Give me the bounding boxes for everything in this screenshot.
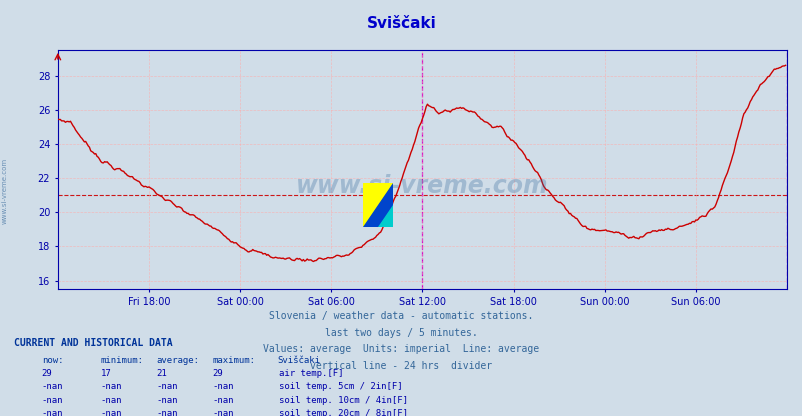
Text: Values: average  Units: imperial  Line: average: Values: average Units: imperial Line: av… [263,344,539,354]
Text: -nan: -nan [156,409,178,416]
Text: Slovenia / weather data - automatic stations.: Slovenia / weather data - automatic stat… [269,311,533,321]
Text: 21: 21 [156,369,167,378]
Text: -nan: -nan [42,396,63,405]
Text: 29: 29 [213,369,223,378]
Polygon shape [378,205,393,227]
Text: maximum:: maximum: [213,356,256,365]
Text: -nan: -nan [100,396,122,405]
Text: soil temp. 10cm / 4in[F]: soil temp. 10cm / 4in[F] [279,396,408,405]
Text: -nan: -nan [213,382,234,391]
Text: Sviščaki: Sviščaki [367,16,435,31]
Text: -nan: -nan [213,396,234,405]
Text: -nan: -nan [156,396,178,405]
Text: -nan: -nan [156,382,178,391]
Polygon shape [363,183,393,227]
Text: www.si-vreme.com: www.si-vreme.com [296,174,548,198]
Text: last two days / 5 minutes.: last two days / 5 minutes. [325,328,477,338]
Text: -nan: -nan [42,382,63,391]
Text: -nan: -nan [42,409,63,416]
Text: Sviščaki: Sviščaki [277,356,320,365]
Text: soil temp. 5cm / 2in[F]: soil temp. 5cm / 2in[F] [279,382,403,391]
Text: minimum:: minimum: [100,356,144,365]
Text: www.si-vreme.com: www.si-vreme.com [2,158,8,224]
Text: CURRENT AND HISTORICAL DATA: CURRENT AND HISTORICAL DATA [14,338,173,348]
Polygon shape [363,183,393,227]
Text: 29: 29 [42,369,52,378]
Text: -nan: -nan [213,409,234,416]
Text: -nan: -nan [100,382,122,391]
Text: now:: now: [42,356,63,365]
Text: soil temp. 20cm / 8in[F]: soil temp. 20cm / 8in[F] [279,409,408,416]
Text: average:: average: [156,356,200,365]
Text: vertical line - 24 hrs  divider: vertical line - 24 hrs divider [310,361,492,371]
Text: 17: 17 [100,369,111,378]
Text: -nan: -nan [100,409,122,416]
Text: air temp.[F]: air temp.[F] [279,369,343,378]
